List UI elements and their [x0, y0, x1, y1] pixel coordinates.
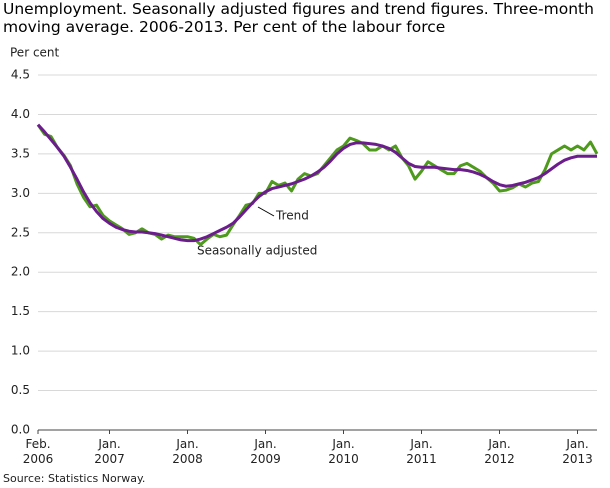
series-label: Trend [275, 209, 309, 223]
x-tick-label-line: Jan. [409, 437, 432, 451]
x-tick-label-line: Jan. [97, 437, 120, 451]
x-tick-label-line: Jan. [331, 437, 354, 451]
x-tick-label: Jan. 2013 [562, 437, 593, 466]
annotation-pointer [257, 206, 275, 217]
y-tick-label: 2.0 [11, 265, 30, 279]
x-tick-label-line: 2008 [172, 452, 203, 466]
x-tick-label-line: 2010 [328, 452, 359, 466]
x-tick-label-line: 2009 [250, 452, 281, 466]
x-tick-label-line: 2007 [94, 452, 125, 466]
x-tick-label: Jan. 2008 [172, 437, 203, 466]
y-tick-label: 4.5 [11, 68, 30, 82]
x-tick-label-line: Jan. [487, 437, 510, 451]
y-tick-label: 3.0 [11, 186, 30, 200]
x-tick-label: Jan. 2010 [328, 437, 359, 466]
x-tick-label-line: 2006 [23, 452, 54, 466]
series-line [36, 123, 597, 243]
x-tick-label: Jan. 2009 [250, 437, 281, 466]
series-label: Seasonally adjusted [197, 244, 317, 258]
x-tick-label-line: Jan. [175, 437, 198, 451]
y-tick-label: 0.0 [11, 423, 30, 437]
x-tick-label: Jan. 2012 [484, 437, 515, 466]
y-tick-label: 3.5 [11, 146, 30, 160]
y-tick-label: 1.0 [11, 344, 30, 358]
x-tick-label-line: Jan. [565, 437, 588, 451]
y-tick-label: 2.5 [11, 225, 30, 239]
y-tick-label: 0.5 [11, 383, 30, 397]
x-tick-label-line: 2013 [562, 452, 593, 466]
x-tick-label: Feb. 2006 [23, 437, 54, 466]
x-tick-label-line: 2011 [406, 452, 437, 466]
y-tick-label: 1.5 [11, 304, 30, 318]
y-axis-label: Per cent [10, 46, 60, 60]
x-tick-label-line: Feb. [25, 437, 50, 451]
chart-title: Unemployment. Seasonally adjusted figure… [3, 0, 594, 36]
x-tick-label: Jan. 2011 [406, 437, 437, 466]
x-tick-label: Jan. 2007 [94, 437, 125, 466]
source: Source: Statistics Norway. [3, 472, 145, 485]
x-tick-label-line: Jan. [253, 437, 276, 451]
x-tick-label-line: 2012 [484, 452, 515, 466]
y-tick-label: 4.0 [11, 107, 30, 121]
